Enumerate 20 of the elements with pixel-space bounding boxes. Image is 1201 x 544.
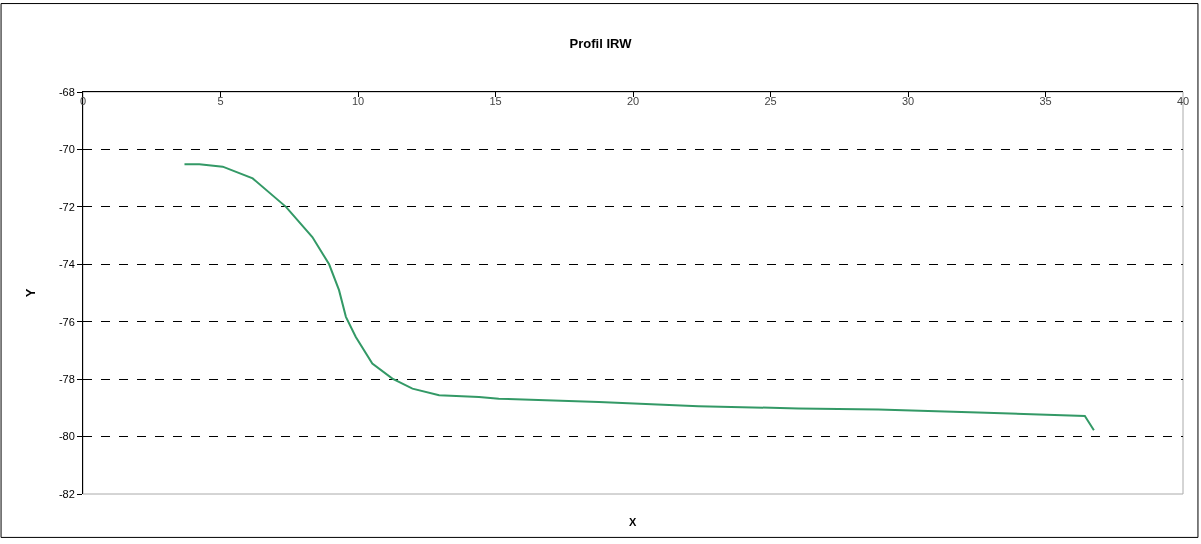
y-axis-title: Y xyxy=(22,288,38,298)
x-tick-label: 5 xyxy=(217,95,224,108)
x-tick-label: 30 xyxy=(901,95,915,108)
y-tick-label: -70 xyxy=(58,143,75,156)
y-tick-label: -68 xyxy=(58,85,75,98)
line-series xyxy=(183,163,1095,432)
x-tick-label: 35 xyxy=(1039,95,1052,108)
y-tick-label: -76 xyxy=(58,315,75,328)
y-tick-label: -82 xyxy=(58,487,75,500)
x-tick-label: 15 xyxy=(489,95,502,108)
y-tick-label: -80 xyxy=(58,430,75,443)
x-tick-label: 40 xyxy=(1176,95,1190,108)
y-tick-label: -74 xyxy=(58,258,75,271)
y-tick-label: -72 xyxy=(58,200,75,213)
x-tick-label: 25 xyxy=(764,95,777,108)
x-axis-title: X xyxy=(629,516,637,528)
x-tick-label: 20 xyxy=(626,95,640,108)
y-tick-label: -78 xyxy=(58,372,75,385)
x-tick-label: 10 xyxy=(351,95,365,108)
chart-title: Profil IRW xyxy=(569,36,633,52)
